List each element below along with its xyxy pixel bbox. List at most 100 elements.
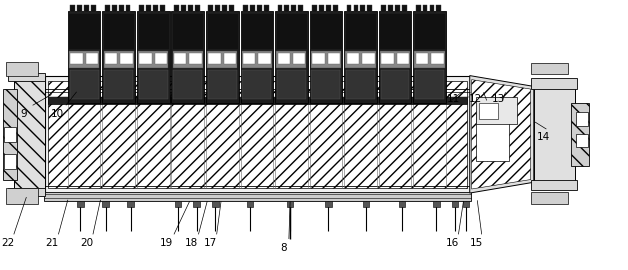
- Bar: [534, 86, 575, 182]
- Text: 9: 9: [21, 109, 27, 119]
- Bar: [139, 53, 152, 64]
- Bar: [311, 70, 340, 99]
- Bar: [436, 5, 441, 12]
- Bar: [576, 112, 588, 126]
- Bar: [311, 51, 341, 68]
- Bar: [430, 5, 435, 12]
- Bar: [360, 5, 365, 12]
- Bar: [397, 53, 409, 64]
- Bar: [325, 201, 332, 207]
- Bar: [207, 51, 237, 68]
- Bar: [291, 5, 296, 12]
- Bar: [105, 53, 117, 64]
- Bar: [241, 11, 273, 103]
- Bar: [242, 70, 271, 99]
- Bar: [70, 5, 75, 12]
- Bar: [476, 97, 517, 124]
- Bar: [102, 201, 109, 207]
- Text: 11: 11: [447, 94, 460, 104]
- Bar: [138, 13, 169, 49]
- Bar: [278, 53, 290, 64]
- Bar: [347, 5, 352, 12]
- Bar: [84, 5, 89, 12]
- Bar: [68, 11, 100, 103]
- Bar: [381, 70, 409, 99]
- Bar: [402, 5, 407, 12]
- Text: 15: 15: [469, 238, 483, 248]
- Bar: [413, 11, 446, 103]
- Bar: [126, 5, 131, 12]
- Bar: [345, 13, 376, 49]
- Bar: [206, 11, 239, 103]
- Bar: [171, 11, 204, 103]
- Bar: [45, 76, 470, 193]
- Bar: [181, 5, 186, 12]
- Bar: [399, 201, 405, 207]
- Bar: [388, 5, 393, 12]
- Bar: [195, 5, 200, 12]
- Bar: [4, 154, 16, 169]
- Bar: [379, 13, 411, 49]
- Bar: [367, 5, 372, 12]
- Bar: [379, 11, 411, 103]
- Bar: [77, 5, 82, 12]
- Bar: [70, 53, 83, 64]
- Bar: [190, 53, 202, 64]
- Bar: [215, 5, 220, 12]
- Bar: [243, 5, 248, 12]
- Bar: [381, 5, 386, 12]
- Bar: [44, 192, 471, 201]
- Bar: [208, 5, 214, 12]
- Bar: [48, 97, 467, 104]
- Bar: [68, 13, 100, 49]
- Bar: [275, 11, 308, 103]
- Bar: [102, 11, 135, 103]
- Bar: [344, 11, 377, 103]
- Bar: [264, 5, 269, 12]
- Bar: [531, 63, 568, 74]
- Bar: [105, 5, 110, 12]
- Bar: [6, 188, 38, 204]
- Bar: [153, 5, 158, 12]
- Text: 10: 10: [51, 109, 64, 119]
- Bar: [8, 73, 45, 81]
- Bar: [207, 13, 238, 49]
- Polygon shape: [470, 76, 534, 193]
- Bar: [3, 89, 17, 180]
- Bar: [416, 5, 421, 12]
- Bar: [243, 53, 256, 64]
- Bar: [86, 53, 98, 64]
- Text: 19: 19: [160, 238, 173, 248]
- Bar: [193, 201, 200, 207]
- Bar: [433, 201, 440, 207]
- Bar: [14, 78, 45, 190]
- Bar: [431, 53, 443, 64]
- Bar: [70, 70, 99, 99]
- Bar: [208, 53, 221, 64]
- Bar: [8, 188, 45, 196]
- Bar: [310, 11, 342, 103]
- Bar: [77, 201, 84, 207]
- Bar: [347, 53, 359, 64]
- Bar: [423, 5, 428, 12]
- Bar: [276, 13, 307, 49]
- Bar: [284, 5, 290, 12]
- Bar: [208, 70, 237, 99]
- Bar: [175, 201, 181, 207]
- Bar: [160, 5, 165, 12]
- Bar: [139, 5, 144, 12]
- Bar: [346, 70, 375, 99]
- Text: 12: 12: [468, 94, 482, 104]
- Bar: [571, 103, 589, 166]
- Bar: [328, 53, 340, 64]
- Bar: [277, 70, 306, 99]
- Text: 18: 18: [185, 238, 198, 248]
- Bar: [259, 53, 271, 64]
- Bar: [174, 53, 187, 64]
- Bar: [287, 201, 293, 207]
- Text: 13: 13: [491, 94, 505, 104]
- Bar: [298, 5, 303, 12]
- Bar: [241, 13, 273, 49]
- Bar: [250, 5, 255, 12]
- Bar: [531, 192, 568, 204]
